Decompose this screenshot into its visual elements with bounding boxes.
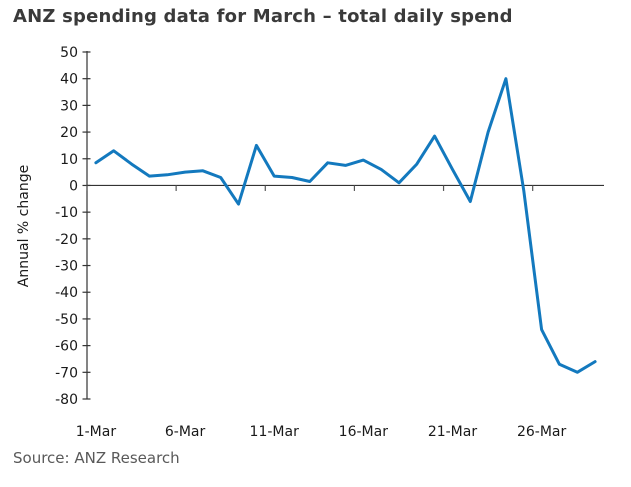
y-tick-label: -80 bbox=[55, 392, 78, 408]
x-tick-label: 16-Mar bbox=[339, 424, 389, 440]
data-line-total-daily-spend bbox=[94, 77, 597, 374]
y-tick-label: -60 bbox=[55, 339, 78, 355]
y-tick-label: -50 bbox=[55, 312, 78, 328]
y-tick-label: -20 bbox=[55, 232, 78, 248]
x-tick-label: 21-Mar bbox=[428, 424, 478, 440]
x-tick-label: 26-Mar bbox=[517, 424, 567, 440]
x-tick-label: 1-Mar bbox=[76, 424, 117, 440]
y-axis-title: Annual % change bbox=[16, 165, 32, 287]
y-tick-label: 20 bbox=[60, 125, 78, 141]
y-tick-label: 0 bbox=[69, 178, 78, 194]
x-tick-label: 11-Mar bbox=[250, 424, 300, 440]
source-text: Source: ANZ Research bbox=[13, 449, 180, 467]
y-tick-label: 50 bbox=[60, 45, 78, 61]
y-tick-label: -70 bbox=[55, 365, 78, 381]
chart-title: ANZ spending data for March – total dail… bbox=[13, 6, 513, 27]
y-tick-label: 40 bbox=[60, 72, 78, 88]
y-tick-label: -10 bbox=[55, 205, 78, 221]
y-tick-label: -30 bbox=[55, 259, 78, 275]
y-tick-label: 10 bbox=[60, 152, 78, 168]
x-tick-label: 6-Mar bbox=[165, 424, 206, 440]
y-tick-label: -40 bbox=[55, 285, 78, 301]
y-tick-label: 30 bbox=[60, 98, 78, 114]
